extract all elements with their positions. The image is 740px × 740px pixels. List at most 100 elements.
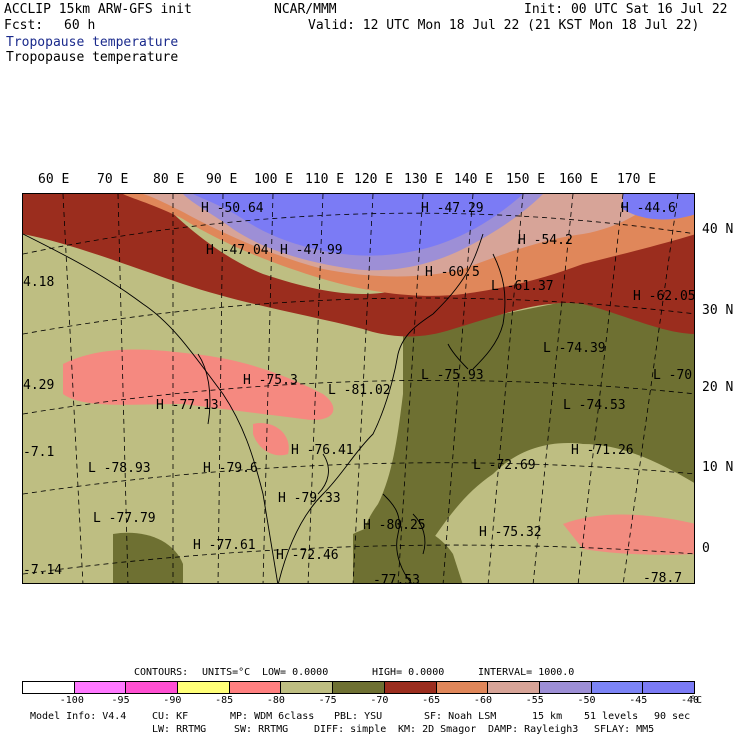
contours-interval: INTERVAL= 1000.0: [478, 667, 575, 678]
footer-diff: DIFF: simple: [314, 724, 387, 735]
pressure-center-label: L -70.6: [653, 368, 694, 383]
field-blue-east: [623, 194, 694, 220]
pressure-center-label: H -54.2: [518, 233, 573, 248]
footer-model-info: Model Info: V4.4: [30, 711, 127, 722]
pressure-center-label: L -75.93: [421, 368, 484, 383]
colorbar-tick-label: -80: [266, 695, 285, 706]
footer-pbl: PBL: YSU: [334, 711, 383, 722]
colorbar-tick-label: -75: [318, 695, 337, 706]
footer-sf: SF: Noah LSM: [424, 711, 497, 722]
contours-units: UNITS=°C: [202, 667, 251, 678]
pressure-center-label: H -50.64: [201, 201, 264, 216]
colorbar-tick-label: -40: [681, 695, 700, 706]
colorbar-tick-label: -65: [422, 695, 441, 706]
pressure-center-label: H -72.46: [276, 548, 339, 563]
field-pink-patch: [563, 514, 694, 555]
model-title: ACCLIP 15km ARW-GFS init: [4, 2, 192, 17]
footer-dt: 90 sec: [654, 711, 691, 722]
lon-label: 120 E: [354, 172, 394, 187]
pressure-center-label: H -44.6: [621, 201, 676, 216]
lon-label: 90 E: [206, 172, 238, 187]
lon-label: 140 E: [454, 172, 494, 187]
tropopause-temperature-map: H -50.64 H -47.29 H -44.6 H -47.04 H -47…: [22, 193, 695, 584]
footer-mp: MP: WDM 6class: [230, 711, 315, 722]
pressure-center-label: -7.14: [23, 563, 63, 578]
field-blue: [193, 194, 523, 256]
coastlines: [23, 233, 506, 583]
colorbar-tick-label: -70: [370, 695, 389, 706]
colorbar-tick-label: -60: [473, 695, 492, 706]
lon-label: 170 E: [617, 172, 657, 187]
field-dark-olive: [353, 301, 694, 583]
pressure-center-label: 4.18: [23, 275, 55, 290]
pressure-center-label: -7.1: [23, 445, 55, 460]
pressure-center-label: 4.29: [23, 378, 55, 393]
lon-label: 150 E: [506, 172, 546, 187]
pressure-center-label: H -76.41: [291, 443, 354, 458]
colorbar-swatch: [384, 682, 437, 693]
valid-time: Valid: 12 UTC Mon 18 Jul 22 (21 KST Mon …: [308, 18, 700, 33]
colorbar-tick-label: -85: [215, 695, 234, 706]
pressure-center-label: H -62.05: [633, 289, 695, 304]
footer-cu: CU: KF: [152, 711, 189, 722]
colorbar-tick-label: -95: [111, 695, 130, 706]
colorbar-swatch: [488, 682, 540, 693]
footer-sflay: SFLAY: MM5: [594, 724, 655, 735]
lon-label: 60 E: [38, 172, 70, 187]
pressure-center-label: H -47.99: [280, 243, 343, 258]
footer-damp: DAMP: Rayleigh3: [488, 724, 579, 735]
field-title-1: Tropopause temperature: [6, 35, 179, 50]
colorbar-tick-label: -90: [163, 695, 182, 706]
pressure-center-label: H -80.25: [363, 518, 426, 533]
lat-label: 0: [702, 541, 710, 556]
field-dark-red: [23, 194, 694, 337]
lon-label: 130 E: [404, 172, 444, 187]
pressure-center-label: H -47.29: [421, 201, 484, 216]
pressure-center-label: -77.53: [373, 573, 420, 584]
colorbar-swatch: [539, 682, 592, 693]
colorbar-swatch: [281, 682, 334, 693]
colorbar-swatch: [74, 682, 127, 693]
field-pink-patch: [253, 423, 289, 456]
colorbar-unit: °C: [690, 695, 703, 706]
pressure-center-label: H -47.04: [206, 243, 269, 258]
colorbar-swatch: [178, 682, 230, 693]
fcst-value: 60 h: [64, 18, 96, 33]
pressure-center-label: H -75.32: [479, 525, 542, 540]
colorbar-tick-label: -50: [577, 695, 596, 706]
center-name: NCAR/MMM: [274, 2, 337, 17]
pressure-center-label: H -79.33: [278, 491, 341, 506]
pressure-center-label: L -77.79: [93, 511, 156, 526]
colorbar-swatch: [436, 682, 489, 693]
pressure-center-label: L -74.53: [563, 398, 626, 413]
pressure-center-label: H -77.61: [193, 538, 256, 553]
fcst-label: Fcst:: [4, 18, 44, 33]
lon-label: 80 E: [153, 172, 185, 187]
lat-label: 10 N: [702, 460, 734, 475]
colorbar-tick-label: -55: [525, 695, 544, 706]
graticule: [23, 194, 694, 583]
lat-label: 40 N: [702, 222, 734, 237]
lat-label: 30 N: [702, 303, 734, 318]
colorbar-swatch: [591, 682, 644, 693]
lon-label: 160 E: [559, 172, 599, 187]
field-pink-patch: [63, 349, 334, 420]
colorbar-tick-label: -100: [59, 695, 84, 706]
colorbar-swatch: [126, 682, 179, 693]
colorbar-tick-label: -45: [629, 695, 648, 706]
footer-km: KM: 2D Smagor: [398, 724, 477, 735]
field-title-2: Tropopause temperature: [6, 50, 179, 65]
footer-levels: 51 levels: [584, 711, 639, 722]
init-time: Init: 00 UTC Sat 16 Jul 22: [524, 2, 728, 17]
pressure-center-label: L -61.37: [491, 279, 554, 294]
footer-lw: LW: RRTMG: [152, 724, 207, 735]
colorbar: [22, 681, 695, 694]
pressure-center-label: L -72.69: [473, 458, 536, 473]
field-dark-olive-south: [353, 523, 463, 583]
lon-label: 70 E: [97, 172, 129, 187]
colorbar-swatch: [229, 682, 282, 693]
pressure-center-label: L -81.02: [328, 383, 391, 398]
lon-label: 100 E: [254, 172, 294, 187]
footer-sw: SW: RRTMG: [234, 724, 289, 735]
field-dark-olive-west: [113, 532, 183, 583]
